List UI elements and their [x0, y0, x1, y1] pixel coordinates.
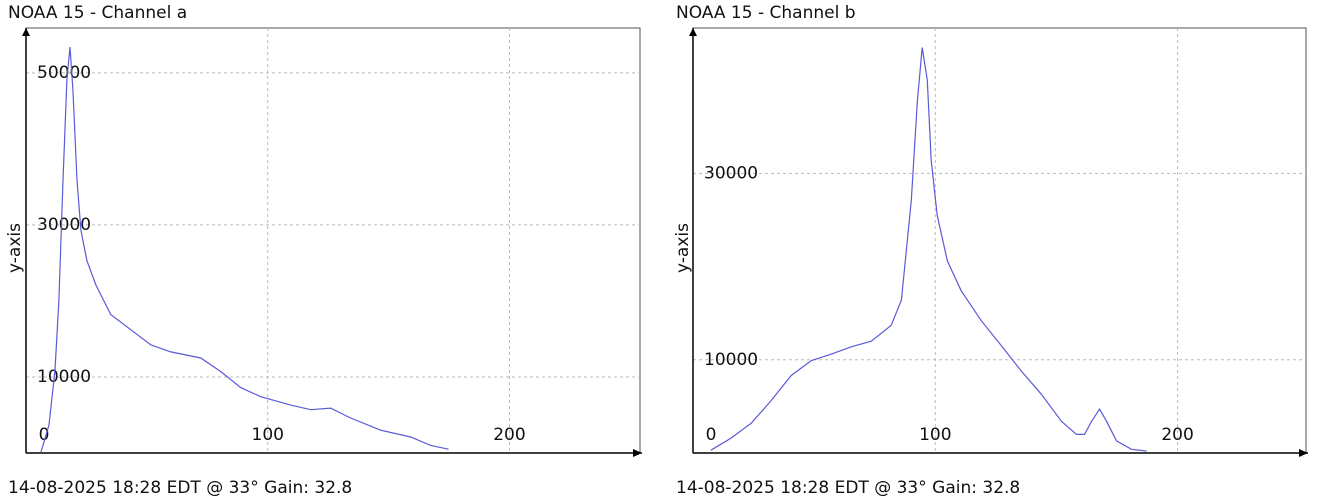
x-tick-label: 200 — [1161, 425, 1193, 445]
x-axis-arrow — [633, 449, 642, 457]
y-tick-label: 50000 — [37, 63, 91, 83]
chart-title: NOAA 15 - Channel a — [8, 3, 187, 23]
x-axis-arrow — [1299, 449, 1308, 457]
data-line — [710, 47, 1147, 452]
y-axis-label: y-axis — [673, 223, 693, 273]
x-tick-label: 100 — [252, 425, 284, 445]
y-tick-label: 30000 — [704, 163, 758, 183]
footer-text: 14-08-2025 18:28 EDT @ 33° Gain: 32.8 — [8, 478, 352, 498]
y-axis-arrow — [22, 28, 30, 36]
footer-text: 14-08-2025 18:28 EDT @ 33° Gain: 32.8 — [676, 478, 1020, 498]
plot-frame — [692, 27, 1307, 454]
y-axis-arrow — [689, 28, 697, 36]
x-tick-label: 100 — [919, 425, 951, 445]
y-axis-label: y-axis — [5, 223, 25, 273]
y-tick-label: 10000 — [37, 367, 91, 387]
chart-title: NOAA 15 - Channel b — [676, 3, 856, 23]
y-tick-label: 30000 — [37, 215, 91, 235]
x-tick-label: 200 — [493, 425, 525, 445]
x-tick-label: 0 — [39, 425, 50, 445]
data-line — [40, 46, 449, 453]
plot-frame — [25, 27, 641, 454]
y-tick-label: 10000 — [704, 350, 758, 370]
x-tick-label: 0 — [706, 425, 717, 445]
